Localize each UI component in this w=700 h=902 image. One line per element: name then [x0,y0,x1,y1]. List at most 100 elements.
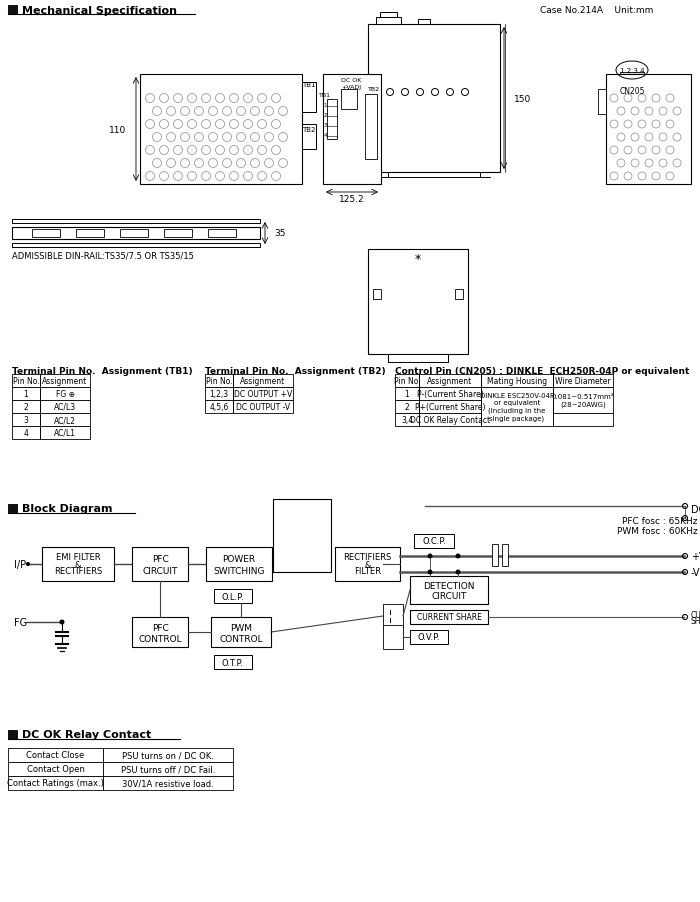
Bar [12,388,90,400]
Bar [502,545,508,566]
Text: Mechanical Specification: Mechanical Specification [22,5,177,15]
Bar [103,748,233,762]
Bar [365,95,377,160]
Text: Assignment: Assignment [240,376,286,385]
Text: 30V/1A resistive load.: 30V/1A resistive load. [122,778,214,787]
Circle shape [60,621,64,624]
Text: TB2: TB2 [368,87,380,91]
Text: EMI FILTER: EMI FILTER [56,553,100,562]
Bar [132,548,188,582]
Text: DC OK: DC OK [691,504,700,514]
Text: PWM fosc : 60KHz: PWM fosc : 60KHz [617,527,698,536]
Text: DETECTION: DETECTION [424,582,475,591]
Bar [12,227,260,240]
Text: P+(Current Share): P+(Current Share) [414,402,485,411]
Bar [414,534,454,548]
Bar [214,655,252,669]
Text: 1: 1 [24,390,29,399]
Text: DC OK Relay Contact: DC OK Relay Contact [410,416,490,425]
Text: PFC: PFC [152,623,169,632]
Circle shape [27,563,29,566]
Bar [481,388,553,427]
Bar [455,290,463,299]
Bar [12,413,90,427]
Text: Assignment: Assignment [43,376,88,385]
Text: 1,2,3: 1,2,3 [209,390,229,399]
Bar [492,545,498,566]
Bar [8,6,17,15]
Text: 3: 3 [323,123,327,127]
Text: Contact Open: Contact Open [27,765,85,774]
Text: PFC fosc : 65KHz: PFC fosc : 65KHz [622,516,698,525]
Text: 2: 2 [405,402,409,411]
Text: CONTROL: CONTROL [138,634,182,643]
Bar [335,548,400,582]
Bar [395,374,613,388]
Text: 3: 3 [24,416,29,425]
Bar [620,73,644,85]
Circle shape [456,570,460,575]
Bar [140,75,302,185]
Bar [273,500,331,573]
Text: TB1: TB1 [302,82,316,87]
Text: O.C.P.: O.C.P. [422,537,446,546]
Bar [419,413,481,427]
Bar [12,220,260,224]
Text: FG ⊕: FG ⊕ [55,390,74,399]
Bar [419,388,481,400]
Text: TB2: TB2 [302,127,316,133]
Bar [327,100,337,140]
Bar [323,75,381,185]
Text: &: & [364,560,371,569]
Bar [395,388,419,400]
Bar [12,244,260,248]
Text: Pin No.: Pin No. [393,376,420,385]
Text: ADMISSIBLE DIN-RAIL:TS35/7.5 OR TS35/15: ADMISSIBLE DIN-RAIL:TS35/7.5 OR TS35/15 [12,252,194,260]
Bar [302,83,316,113]
Bar [12,374,90,388]
Bar [8,762,103,776]
Text: DC OUTPUT -V: DC OUTPUT -V [236,402,290,411]
Bar [634,75,638,83]
Text: RECTIFIERS: RECTIFIERS [54,566,102,575]
Text: Wire Diameter: Wire Diameter [555,376,611,385]
Text: 1: 1 [405,390,409,399]
Bar [395,400,419,413]
Text: O.L.P.: O.L.P. [222,592,244,601]
Text: DC OUTPUT +V: DC OUTPUT +V [234,390,292,399]
Text: CIRCUIT: CIRCUIT [431,592,467,601]
Text: TB1: TB1 [319,92,331,97]
Text: I/P: I/P [14,559,26,569]
Text: 3,4: 3,4 [401,416,413,425]
Bar [103,776,233,790]
Bar [205,374,293,388]
Text: CIRCUIT: CIRCUIT [142,566,178,575]
Bar [8,748,103,762]
Circle shape [428,570,432,575]
Bar [8,504,17,513]
Bar [164,230,192,238]
Bar [640,75,644,83]
Text: 150: 150 [514,95,531,104]
Text: O.V.P.: O.V.P. [418,633,440,642]
Text: FG: FG [14,617,27,627]
Text: PSU turns on / DC OK.: PSU turns on / DC OK. [122,750,214,759]
Text: O.T.P.: O.T.P. [222,658,244,667]
Bar [206,548,272,582]
Text: RECTIFIERS: RECTIFIERS [344,553,391,562]
Text: 2: 2 [24,402,29,411]
Text: Pin No.: Pin No. [206,376,232,385]
Bar [42,548,114,582]
FancyArrow shape [387,634,393,641]
Text: 35: 35 [274,229,286,238]
Bar [622,75,626,83]
Circle shape [428,555,432,558]
Bar [132,617,188,648]
Text: -V: -V [691,567,700,577]
Text: DINKLE ESC250V-04P
or equivalent
(Including in the
single package): DINKLE ESC250V-04P or equivalent (Includ… [480,393,554,421]
Bar [368,25,500,173]
Text: FILTER: FILTER [354,566,381,575]
FancyArrow shape [387,612,393,620]
Bar [12,400,90,413]
Text: Contact Close: Contact Close [27,750,85,759]
